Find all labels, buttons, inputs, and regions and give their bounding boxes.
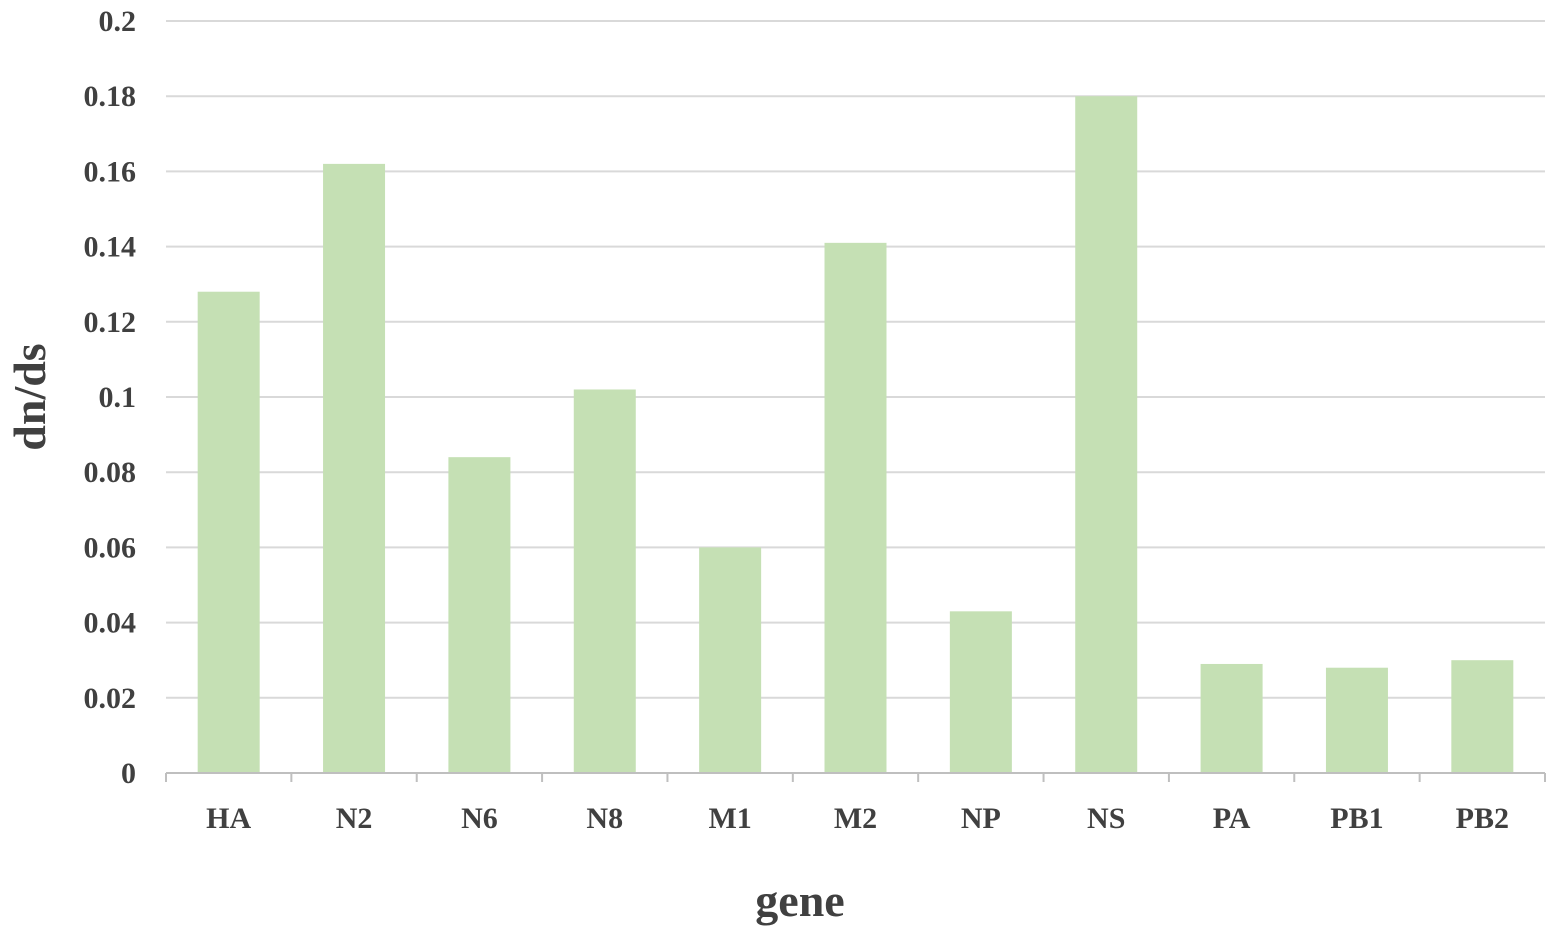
x-tick-label: PB1: [1330, 802, 1383, 835]
y-tick-label: 0.08: [84, 456, 137, 489]
x-tick-label: M2: [834, 802, 877, 835]
bar-np: [949, 611, 1012, 773]
x-tick-labels: HA N2 N6 N8 M1 M2 NP NS PA PB1 PB2: [206, 802, 1509, 835]
y-tick-label: 0: [121, 757, 136, 790]
x-tick-label: NS: [1087, 802, 1125, 835]
y-tick-label: 0.04: [84, 607, 137, 640]
y-tick-label: 0.18: [84, 80, 137, 113]
x-tick-label: HA: [206, 802, 251, 835]
x-tick-label: N8: [586, 802, 623, 835]
bar-pb1: [1325, 667, 1388, 773]
bar-ha: [197, 291, 260, 773]
x-tick-label: NP: [961, 802, 1001, 835]
y-tick-label: 0.02: [84, 682, 137, 715]
y-tick-label: 0.14: [84, 231, 137, 264]
bars: [197, 96, 1514, 774]
x-axis-title: gene: [755, 875, 844, 926]
y-tick-labels: 0 0.02 0.04 0.06 0.08 0.1 0.12 0.14 0.16 0.18 0.2: [84, 5, 137, 790]
bar-n8: [573, 389, 636, 773]
bar-m2: [824, 242, 887, 774]
bar-m1: [699, 547, 762, 773]
x-axis: [165, 772, 1546, 782]
y-axis-title: dn/ds: [4, 343, 55, 450]
y-tick-label: 0.12: [84, 306, 137, 339]
bar-pb2: [1451, 660, 1514, 773]
bar-ns: [1075, 96, 1138, 773]
x-tick-label: N6: [461, 802, 498, 835]
y-tick-label: 0.16: [84, 155, 137, 188]
y-tick-label: 0.1: [99, 381, 137, 414]
x-tick-label: N2: [336, 802, 373, 835]
bar-pa: [1200, 663, 1263, 773]
x-tick-label: PB2: [1456, 802, 1509, 835]
bar-n2: [323, 163, 386, 773]
x-tick-label: PA: [1213, 802, 1251, 835]
bar-n6: [448, 457, 511, 773]
y-tick-label: 0.06: [84, 531, 137, 564]
x-tick-label: M1: [708, 802, 751, 835]
y-tick-label: 0.2: [99, 5, 137, 38]
